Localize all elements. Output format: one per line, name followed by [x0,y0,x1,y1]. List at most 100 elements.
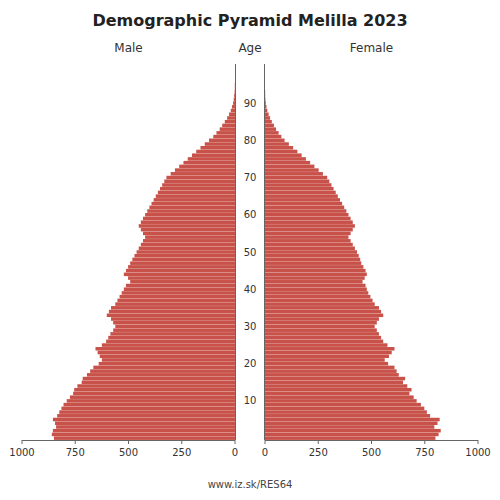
x-tick [318,440,319,444]
bar [152,202,235,206]
bar [164,179,235,183]
bar [265,325,375,329]
bar [265,421,438,425]
x-tick [181,440,182,444]
bar [99,362,235,366]
bar [265,418,440,422]
bar [233,101,235,105]
bar [265,276,365,280]
bar [83,377,235,381]
bar [74,388,235,392]
bar [265,172,323,176]
bar [265,392,409,396]
bar [53,418,235,422]
bar [156,194,235,198]
bar [98,351,235,355]
bar [265,284,366,288]
x-tick [128,440,129,444]
bar [126,269,235,273]
bar [132,258,235,262]
bar [265,373,399,377]
bar [265,120,272,124]
bar [175,168,235,172]
bar [265,124,274,128]
bar [265,105,266,109]
bar [145,213,235,217]
bar [265,90,266,94]
bar [220,127,235,131]
x-tick-label: 750 [415,447,434,458]
bar [265,436,435,440]
bar [192,153,235,157]
bar [232,105,235,109]
bar [143,232,235,236]
bar [158,191,235,195]
bar [111,306,235,310]
bar [265,131,279,135]
x-tick-label: 0 [232,447,238,458]
bar [265,109,267,113]
bar [265,336,381,340]
bar [265,146,293,150]
bar [265,198,340,202]
y-tick-label: 30 [244,321,257,332]
bar [265,135,281,139]
bar [141,243,235,247]
bar [265,366,395,370]
x-tick [75,440,76,444]
bar [87,373,235,377]
bar [265,381,403,385]
bar [52,433,235,437]
bar [265,75,266,79]
bar [265,302,375,306]
bar [134,254,235,258]
bar [265,403,421,407]
bar [265,94,266,98]
bar [205,142,235,146]
bar-group [52,83,235,440]
bar [113,321,235,325]
bar [122,291,235,295]
bar [100,354,235,358]
bar [265,384,407,388]
bar [265,407,424,411]
bar [265,165,314,169]
bar [265,340,383,344]
x-tick-label: 500 [119,447,138,458]
bar [265,410,427,414]
y-axis-line [264,64,265,440]
bar [53,429,235,433]
bar [265,161,310,165]
bar [265,202,342,206]
bar [265,83,266,87]
bar [120,295,235,299]
bar [265,98,266,102]
bar [265,354,389,358]
bar [143,239,235,243]
series-label: Male [114,41,142,55]
bar [265,150,297,154]
bar [265,250,357,254]
x-tick-label: 1000 [9,447,34,458]
bar [108,336,235,340]
x-tick [235,440,236,444]
bar [113,328,235,332]
bar [141,220,235,224]
x-tick [424,440,425,444]
bar [265,287,367,291]
bar [145,235,235,239]
bar [234,83,235,87]
y-tick-label: 80 [244,135,257,146]
bar [265,139,285,143]
bar [265,343,387,347]
bar [265,332,379,336]
bar [130,261,235,265]
x-tick-label: 0 [262,447,268,458]
bar [265,351,392,355]
chart: Demographic Pyramid Melilla 2023MaleFema… [0,0,500,500]
bar [128,276,235,280]
bar [171,172,235,176]
x-tick-label: 750 [66,447,85,458]
y-tick-label: 40 [244,284,257,295]
bar [265,395,414,399]
